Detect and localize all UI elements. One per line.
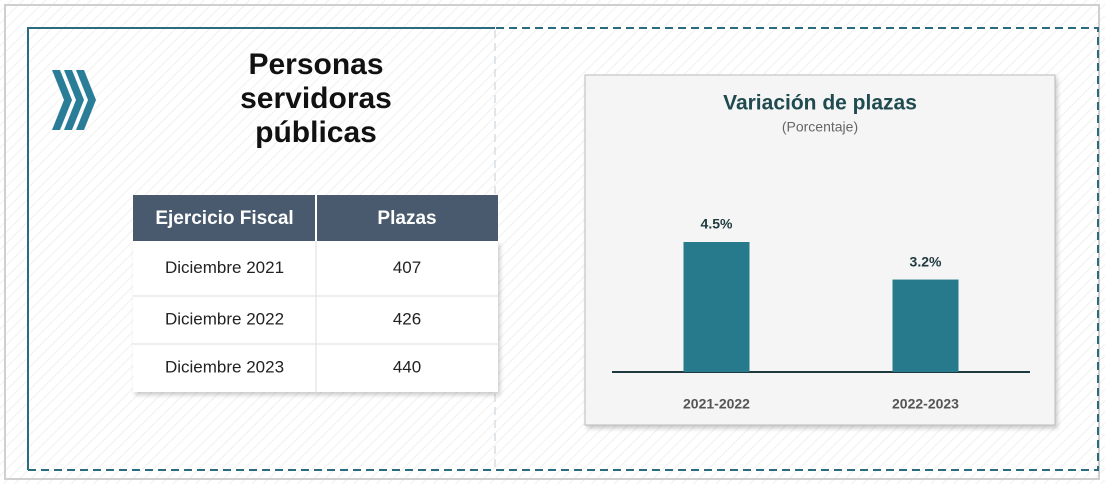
header-cell: Ejercicio Fiscal — [155, 208, 293, 229]
chart-subtitle: (Porcentaje) — [782, 119, 858, 135]
header-cell: Plazas — [377, 208, 436, 229]
outer-frame — [4, 4, 1100, 480]
bar — [683, 242, 750, 372]
chevrons-icon — [52, 70, 96, 130]
table-cell: 440 — [393, 357, 421, 376]
chart-title: Variación de plazas — [723, 92, 917, 115]
chart-panel — [584, 74, 1056, 426]
bar — [892, 279, 959, 372]
table-cell: 426 — [393, 309, 421, 328]
page-title: Personas servidoras públicas — [240, 48, 392, 149]
x-tick-label: 2021-2022 — [683, 396, 750, 412]
value-label: 4.5% — [701, 216, 733, 232]
table-cell: Diciembre 2021 — [165, 258, 284, 277]
table-cell: Diciembre 2023 — [165, 357, 284, 376]
value-label: 3.2% — [910, 253, 942, 269]
table — [133, 195, 498, 392]
x-tick-label: 2022-2023 — [892, 396, 959, 412]
table-cell: 407 — [393, 258, 421, 277]
table-cell: Diciembre 2022 — [165, 309, 284, 328]
